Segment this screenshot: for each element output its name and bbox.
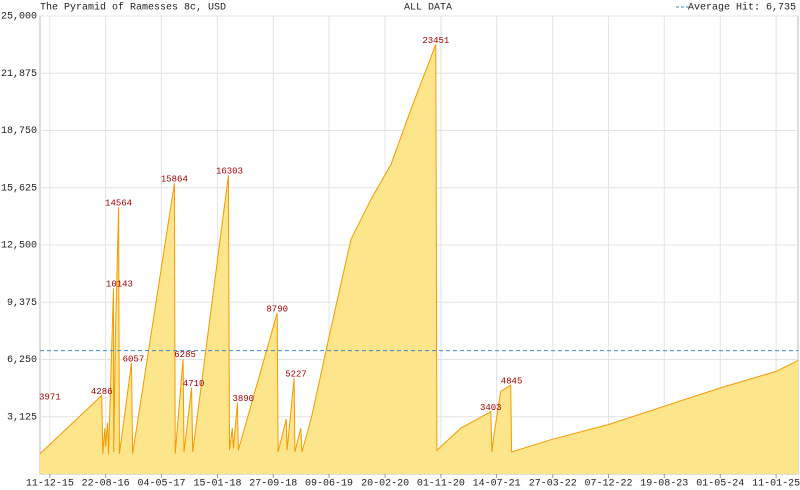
x-tick-label: 27-09-18 — [249, 479, 297, 490]
x-tick-label: 01-11-20 — [417, 479, 465, 490]
value-label: 23451 — [422, 36, 449, 46]
x-tick-label: 07-12-22 — [584, 479, 632, 490]
x-tick-label: 01-05-24 — [696, 479, 744, 490]
x-tick-label: 04-05-17 — [137, 479, 185, 490]
area-line — [39, 44, 799, 455]
value-label: 5227 — [285, 370, 307, 380]
y-tick-label: 6,250 — [7, 355, 37, 366]
y-tick-label: 9,375 — [7, 298, 37, 309]
area-fill — [40, 44, 798, 475]
x-tick-label: 19-08-23 — [640, 479, 688, 490]
average-label: Average Hit: 6,735 — [688, 2, 796, 14]
x-tick-label: 15-01-18 — [193, 479, 241, 490]
chart-title: The Pyramid of Ramesses 8c, USD — [40, 2, 226, 14]
x-tick-label: 22-08-16 — [82, 479, 130, 490]
x-tick-label: 11-12-15 — [26, 479, 74, 490]
value-label: 3971 — [39, 393, 61, 403]
value-label: 6285 — [174, 350, 196, 360]
x-tick-label: 14-07-21 — [473, 479, 521, 490]
y-tick-label: 15,625 — [1, 183, 37, 194]
value-label: 4845 — [501, 377, 523, 387]
x-tick-label: 27-03-22 — [529, 479, 577, 490]
x-tick-label: 20-02-20 — [361, 479, 409, 490]
value-label: 16303 — [216, 167, 243, 177]
value-label: 15864 — [161, 175, 188, 185]
x-tick-label: 09-06-19 — [305, 479, 353, 490]
value-label: 8790 — [266, 304, 288, 314]
y-tick-label: 25,000 — [1, 12, 37, 23]
value-label: 6057 — [123, 354, 145, 364]
value-label: 3403 — [480, 403, 502, 413]
y-tick-label: 3,125 — [7, 412, 37, 423]
value-label: 14564 — [105, 199, 132, 209]
chart-subtitle: ALL DATA — [404, 3, 452, 14]
y-tick-label: 21,875 — [1, 69, 37, 80]
y-tick-label: 12,500 — [1, 241, 37, 252]
y-tick-label: 18,750 — [1, 126, 37, 137]
value-label: 4710 — [183, 379, 205, 389]
x-tick-label: 11-01-25 — [752, 479, 800, 490]
value-label: 10143 — [106, 280, 133, 290]
value-label: 4286 — [91, 387, 113, 397]
value-label: 3890 — [232, 394, 254, 404]
